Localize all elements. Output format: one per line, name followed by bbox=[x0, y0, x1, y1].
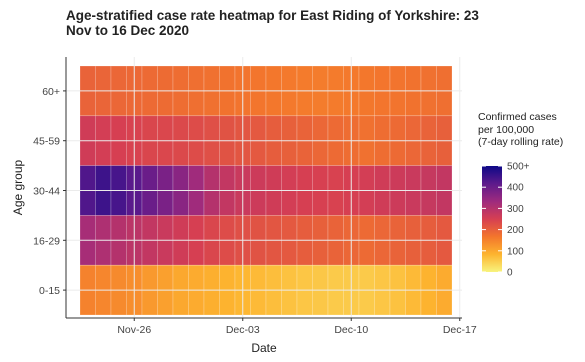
y-tick-label: 45-59 bbox=[33, 136, 60, 148]
y-tick-label: 0-15 bbox=[39, 285, 60, 297]
x-tick-label: Nov-26 bbox=[117, 324, 151, 336]
legend-tick-label: 200 bbox=[507, 225, 524, 236]
legend-color-bar bbox=[482, 166, 502, 272]
chart-title: Age-stratified case rate heatmap for Eas… bbox=[66, 8, 486, 38]
legend-tick-label: 500+ bbox=[507, 162, 530, 173]
legend-tick-label: 0 bbox=[507, 268, 513, 279]
x-tick-label: Dec-17 bbox=[443, 324, 477, 336]
chart-title-line-2: Nov to 16 Dec 2020 bbox=[66, 23, 190, 38]
legend-title-line-1: Confirmed cases bbox=[478, 111, 557, 123]
y-axis-title: Age group bbox=[11, 159, 25, 215]
y-tick-label: 60+ bbox=[42, 86, 60, 98]
legend-title-line-3: (7-day rolling rate) bbox=[478, 136, 564, 148]
heatmap-axes: 60+ 45-59 30-44 16-29 0-15 Nov-26 Dec-03 Dec-10… bbox=[11, 57, 477, 355]
x-tick-label: Dec-03 bbox=[226, 324, 260, 336]
y-tick-label: 16-29 bbox=[33, 235, 60, 247]
legend-title-line-2: per 100,000 bbox=[478, 123, 535, 136]
legend-tick-label: 400 bbox=[507, 183, 524, 194]
color-legend: 0 100 200 300 400 500+ bbox=[482, 162, 530, 279]
legend-title: Confirmed cases per 100,000 (7-day rolli… bbox=[478, 111, 563, 149]
x-axis-title: Date bbox=[251, 341, 277, 355]
legend-tick-label: 100 bbox=[507, 246, 524, 257]
x-tick-label: Dec-10 bbox=[334, 324, 368, 336]
y-tick-label: 30-44 bbox=[33, 186, 60, 198]
chart-title-line-1: Age-stratified case rate heatmap for Eas… bbox=[66, 8, 479, 23]
legend-tick-label: 300 bbox=[507, 204, 524, 215]
